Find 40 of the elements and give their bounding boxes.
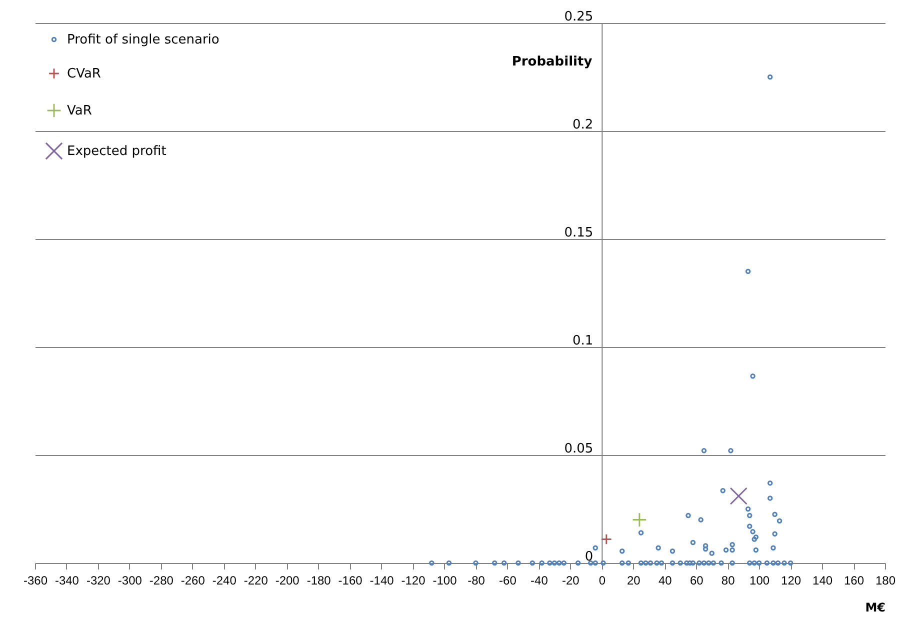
x-tick-label: 100 xyxy=(750,574,770,588)
x-tick-label: -260 xyxy=(180,574,206,588)
x-tick-label: -200 xyxy=(275,574,300,588)
y-tick-label: 0.25 xyxy=(564,10,594,24)
x-tick-label: -300 xyxy=(118,574,142,588)
legend-label: Expected profit xyxy=(67,144,166,159)
y-tick-label: 0.05 xyxy=(564,442,594,456)
x-axis-title: M€ xyxy=(865,600,886,614)
legend-label: CVaR xyxy=(67,66,101,82)
x-tick-label: 40 xyxy=(658,574,672,588)
y-tick-label: 0 xyxy=(584,550,594,564)
x-tick-label: -220 xyxy=(244,574,268,588)
x-tick-label: 80 xyxy=(721,574,736,588)
y-tick-label: 0.15 xyxy=(564,226,594,240)
x-tick-label: -120 xyxy=(401,574,426,588)
x-tick-label: 60 xyxy=(690,574,704,588)
x-tick-label: 140 xyxy=(812,574,833,588)
x-tick-label: -320 xyxy=(86,574,111,588)
x-tick-label: -140 xyxy=(370,574,394,588)
x-tick-label: -340 xyxy=(54,574,80,588)
x-tick-label: 0 xyxy=(598,574,606,588)
x-tick-label: 180 xyxy=(875,574,896,588)
x-tick-label: -80 xyxy=(468,574,486,588)
x-tick-label: -40 xyxy=(530,574,548,588)
x-tick-label: -240 xyxy=(212,574,237,588)
x-tick-label: -100 xyxy=(432,574,458,588)
x-tick-label: -280 xyxy=(149,574,174,588)
x-tick-label: 20 xyxy=(626,574,641,588)
y-axis-title: Probability xyxy=(512,54,593,70)
y-tick-label: 0.2 xyxy=(572,118,594,132)
legend-label: Profit of single scenario xyxy=(67,32,220,48)
x-tick-label: -20 xyxy=(562,574,580,588)
legend-label: VaR xyxy=(67,104,92,118)
x-tick-label: -180 xyxy=(306,574,332,588)
x-tick-label: -60 xyxy=(499,574,517,588)
y-tick-label: 0.1 xyxy=(572,334,594,348)
x-tick-label: 120 xyxy=(781,574,802,588)
x-tick-label: -160 xyxy=(338,574,363,588)
x-tick-label: -360 xyxy=(23,574,48,588)
x-tick-label: 160 xyxy=(844,574,864,588)
